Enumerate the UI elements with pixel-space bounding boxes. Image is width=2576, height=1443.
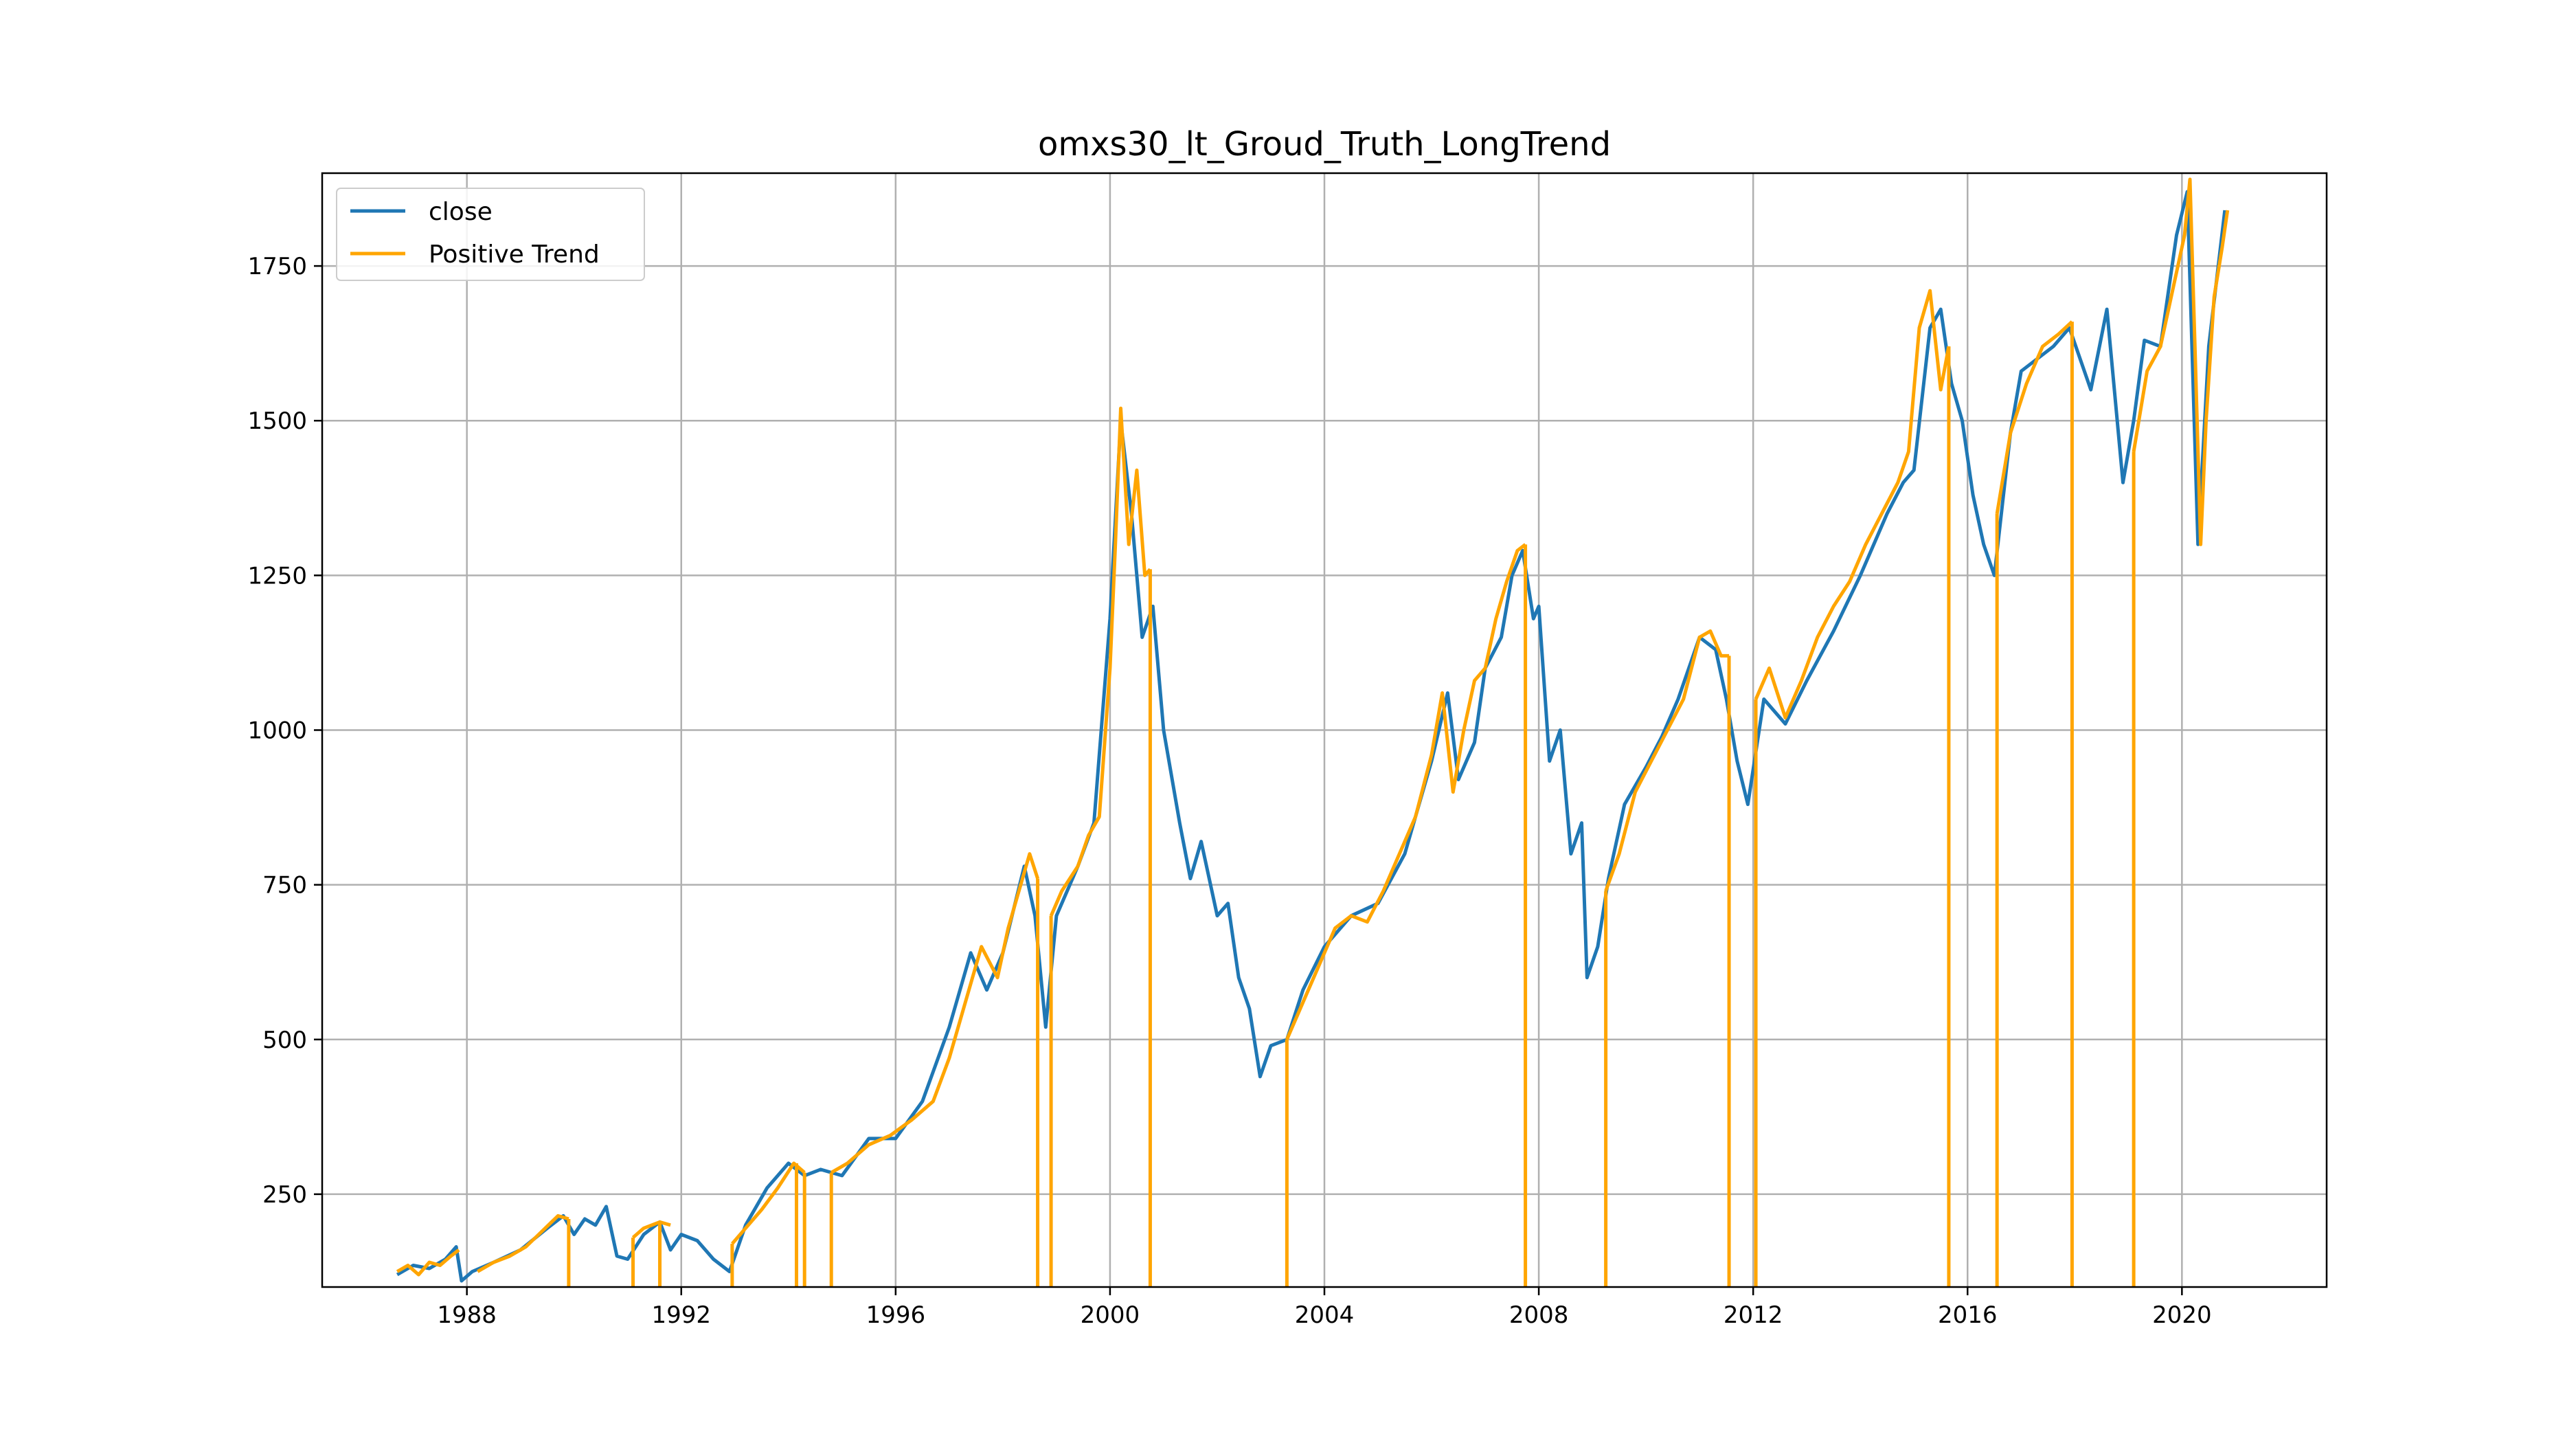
positive-trend-segment (1995, 320, 2074, 514)
positive-trend-segment (396, 1249, 460, 1277)
positive-trend-segment (731, 1161, 806, 1245)
x-tick-label: 2016 (1938, 1301, 1998, 1329)
legend-positive-label: Positive Trend (429, 240, 600, 269)
positive-trend-segment (631, 1220, 671, 1239)
grid-lines (322, 173, 2327, 1287)
y-tick-label: 500 (262, 1027, 307, 1054)
x-tick-label: 1992 (651, 1301, 711, 1329)
x-axis: 1988 1992 1996 2000 2004 2008 2012 2016 2020 (437, 1287, 2212, 1329)
x-tick-label: 2008 (1509, 1301, 1569, 1329)
x-tick-label: 2004 (1295, 1301, 1355, 1329)
positive-trend-segment (477, 1213, 569, 1273)
y-axis: 250 500 750 1000 1250 1500 1750 (247, 253, 322, 1209)
positive-trend-segment (830, 852, 1039, 1174)
close-line (396, 190, 2227, 1283)
y-tick-label: 250 (262, 1181, 307, 1209)
y-tick-label: 1000 (247, 717, 307, 745)
legend: close Positive Trend (336, 188, 645, 281)
positive-trend-segment (1604, 629, 1730, 892)
positive-trend-segment (1049, 406, 1152, 917)
positive-trend-segment (2132, 177, 2230, 546)
close-series (396, 190, 2227, 1283)
x-tick-label: 2020 (2152, 1301, 2212, 1329)
positive-trend-segment (1754, 289, 1951, 719)
chart-title: omxs30_lt_Groud_Truth_LongTrend (1038, 125, 1611, 164)
y-tick-label: 1750 (247, 253, 307, 280)
y-tick-label: 750 (262, 872, 307, 899)
positive-trend-segment (1285, 543, 1527, 1040)
x-tick-label: 2012 (1724, 1301, 1783, 1329)
y-tick-label: 1250 (247, 562, 307, 590)
positive-trend-series (396, 177, 2230, 1287)
legend-close-label: close (429, 198, 493, 226)
y-tick-label: 1500 (247, 407, 307, 435)
x-tick-label: 1988 (437, 1301, 497, 1329)
x-tick-label: 2000 (1081, 1301, 1140, 1329)
x-tick-label: 1996 (866, 1301, 926, 1329)
legend-box (336, 188, 645, 281)
